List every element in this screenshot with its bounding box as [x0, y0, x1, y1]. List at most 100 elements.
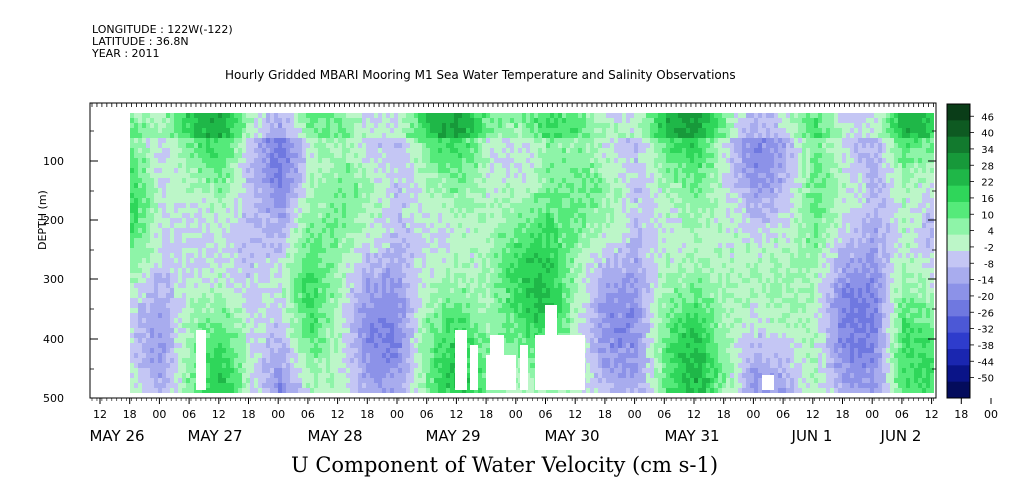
- heatmap-cell: [366, 213, 370, 218]
- heatmap-cell: [150, 188, 154, 193]
- heatmap-cell: [390, 383, 394, 388]
- heatmap-cell: [210, 198, 214, 203]
- heatmap-cell: [398, 198, 402, 203]
- heatmap-cell: [262, 158, 266, 163]
- heatmap-cell: [178, 128, 182, 133]
- heatmap-cell: [326, 308, 330, 313]
- heatmap-cell: [406, 233, 410, 238]
- heatmap-cell: [374, 273, 378, 278]
- heatmap-cell: [310, 123, 314, 128]
- heatmap-cell: [154, 123, 158, 128]
- heatmap-cell: [354, 288, 358, 293]
- heatmap-cell: [238, 178, 242, 183]
- heatmap-cell: [326, 363, 330, 368]
- heatmap-cell: [158, 248, 162, 253]
- heatmap-cell: [130, 128, 134, 133]
- heatmap-cell: [450, 273, 454, 278]
- heatmap-cell: [230, 223, 234, 228]
- heatmap-cell: [270, 248, 274, 253]
- heatmap-cell: [454, 208, 458, 213]
- heatmap-cell: [186, 243, 190, 248]
- heatmap-cell: [358, 273, 362, 278]
- heatmap-cell: [430, 163, 434, 168]
- heatmap-cell: [166, 368, 170, 373]
- heatmap-cell: [466, 113, 470, 118]
- heatmap-cell: [190, 163, 194, 168]
- heatmap-cell: [206, 133, 210, 138]
- heatmap-cell: [138, 323, 142, 328]
- heatmap-cell: [138, 173, 142, 178]
- heatmap-cell: [170, 328, 174, 333]
- heatmap-cell: [394, 113, 398, 118]
- heatmap-cell: [354, 348, 358, 353]
- heatmap-cell: [358, 213, 362, 218]
- heatmap-cell: [186, 228, 190, 233]
- heatmap-cell: [222, 273, 226, 278]
- heatmap-cell: [438, 318, 442, 323]
- heatmap-cell: [434, 228, 438, 233]
- heatmap-cell: [202, 253, 206, 258]
- heatmap-cell: [434, 213, 438, 218]
- heatmap-cell: [414, 268, 418, 273]
- heatmap-cell: [430, 278, 434, 283]
- heatmap-cell: [306, 358, 310, 363]
- heatmap-cell: [230, 158, 234, 163]
- heatmap-cell: [286, 193, 290, 198]
- heatmap-cell: [150, 283, 154, 288]
- heatmap-cell: [294, 143, 298, 148]
- heatmap-cell: [482, 308, 486, 313]
- heatmap-cell: [290, 223, 294, 228]
- heatmap-cell: [150, 363, 154, 368]
- heatmap-cell: [330, 138, 334, 143]
- heatmap-cell: [474, 213, 478, 218]
- heatmap-cell: [162, 113, 166, 118]
- heatmap-cell: [454, 198, 458, 203]
- heatmap-cell: [482, 178, 486, 183]
- heatmap-cell: [402, 213, 406, 218]
- heatmap-cell: [174, 218, 178, 223]
- heatmap-cell: [150, 158, 154, 163]
- heatmap-cell: [198, 388, 202, 393]
- heatmap-cell: [298, 233, 302, 238]
- heatmap-cell: [418, 183, 422, 188]
- heatmap-cell: [414, 253, 418, 258]
- heatmap-cell: [330, 168, 334, 173]
- heatmap-cell: [198, 128, 202, 133]
- heatmap-cell: [230, 308, 234, 313]
- heatmap-cell: [174, 168, 178, 173]
- heatmap-cell: [366, 318, 370, 323]
- heatmap-cell: [354, 278, 358, 283]
- heatmap-cell: [402, 153, 406, 158]
- heatmap-cell: [174, 183, 178, 188]
- heatmap-cell: [230, 283, 234, 288]
- heatmap-cell: [394, 348, 398, 353]
- heatmap-cell: [326, 268, 330, 273]
- heatmap-cell: [294, 358, 298, 363]
- heatmap-cell: [466, 213, 470, 218]
- heatmap-cell: [154, 113, 158, 118]
- heatmap-cell: [338, 328, 342, 333]
- heatmap-cell: [262, 323, 266, 328]
- heatmap-cell: [342, 148, 346, 153]
- heatmap-cell: [198, 208, 202, 213]
- heatmap-cell: [206, 378, 210, 383]
- heatmap-cell: [262, 193, 266, 198]
- heatmap-cell: [198, 178, 202, 183]
- heatmap-cell: [250, 118, 254, 123]
- heatmap-cell: [242, 263, 246, 268]
- heatmap-cell: [442, 273, 446, 278]
- heatmap-cell: [238, 258, 242, 263]
- heatmap-cell: [374, 123, 378, 128]
- heatmap-cell: [234, 328, 238, 333]
- heatmap-cell: [190, 123, 194, 128]
- heatmap-cell: [482, 158, 486, 163]
- heatmap-cell: [250, 138, 254, 143]
- heatmap-cell: [342, 338, 346, 343]
- heatmap-cell: [286, 273, 290, 278]
- heatmap-cell: [206, 298, 210, 303]
- heatmap-cell: [446, 188, 450, 193]
- heatmap-cell: [362, 238, 366, 243]
- heatmap-cell: [282, 338, 286, 343]
- heatmap-cell: [218, 268, 222, 273]
- heatmap-cell: [442, 313, 446, 318]
